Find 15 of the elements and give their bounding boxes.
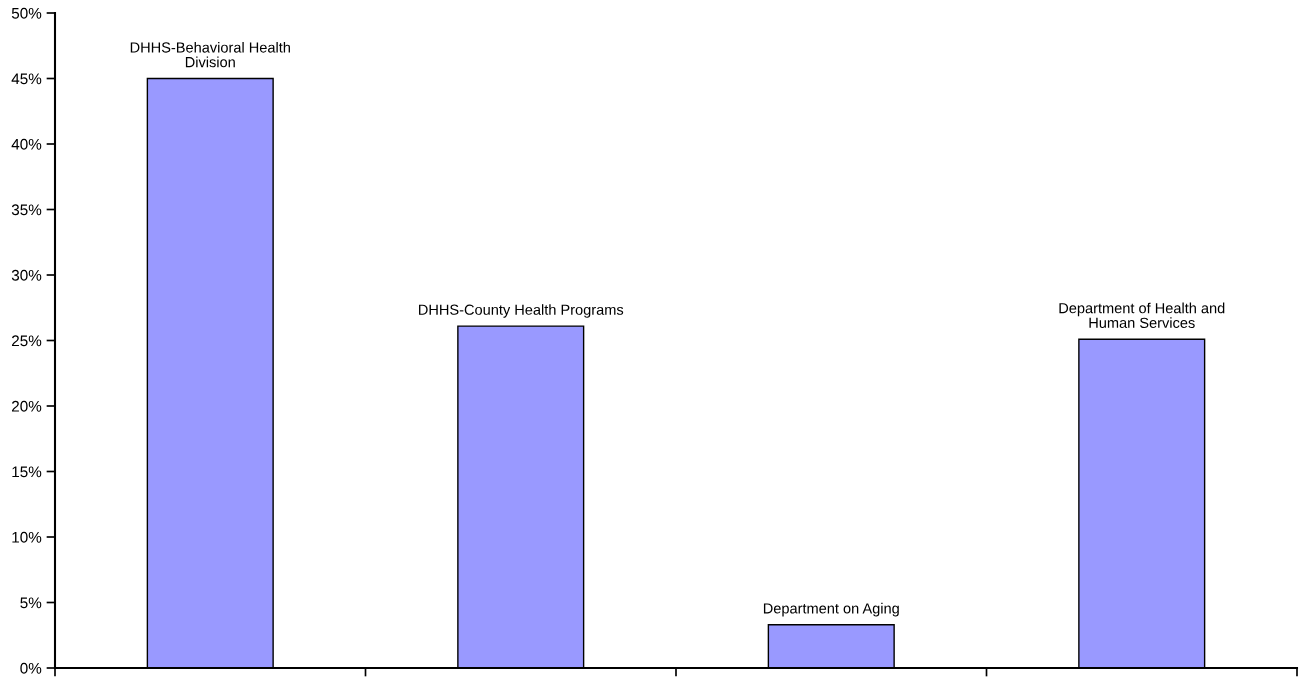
y-tick-label: 15%	[12, 466, 42, 478]
x-tick-label: Department on Aging	[763, 602, 899, 617]
x-tick-label: DHHS-County Health Programs	[419, 304, 624, 318]
x-tick-label: Department of Health and Human Services	[1059, 302, 1225, 328]
y-tick-label: 20%	[12, 400, 42, 412]
y-tick-label: 0%	[20, 662, 42, 674]
y-tick-label: 25%	[12, 335, 42, 347]
y-tick-label: 5%	[20, 597, 42, 609]
y-tick-label: 45%	[11, 73, 42, 85]
y-tick-label: 30%	[11, 269, 42, 281]
x-tick-label: DHHS-Behavioral Health Division	[130, 41, 290, 68]
y-tick-label: 40%	[11, 138, 42, 150]
y-tick-label: 10%	[12, 531, 42, 543]
y-tick-label: 35%	[11, 204, 42, 216]
y-tick-label: 50%	[11, 7, 42, 19]
